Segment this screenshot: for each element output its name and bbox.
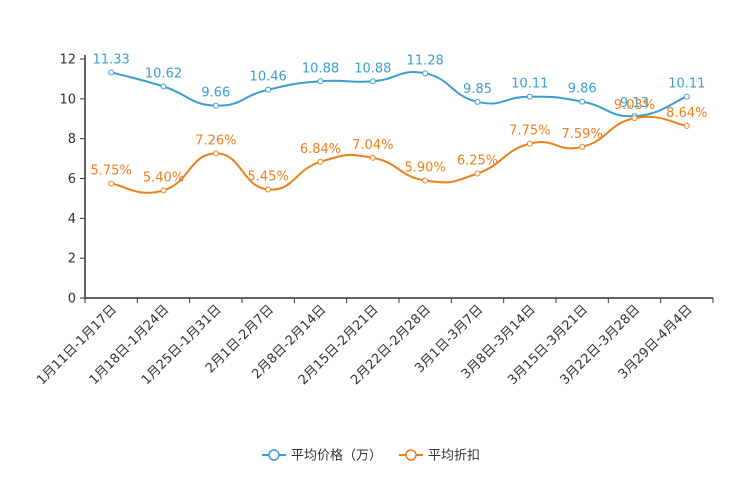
y-tick-label: 8 [68, 132, 76, 147]
legend-marker [405, 449, 417, 461]
data-point[interactable] [317, 158, 324, 165]
data-label: 10.11 [668, 77, 705, 92]
y-tick-label: 4 [68, 212, 76, 227]
data-point[interactable] [108, 69, 115, 76]
data-point[interactable] [369, 78, 376, 85]
data-label: 6.25% [457, 154, 498, 169]
data-point[interactable] [212, 102, 219, 109]
legend-item-2[interactable]: 平均折扣 [399, 449, 480, 464]
data-label: 7.75% [509, 124, 550, 139]
legend-label: 平均折扣 [428, 449, 480, 464]
data-label: 9.86 [568, 82, 597, 97]
y-tick-label: 0 [68, 292, 76, 307]
x-axis: 1月11日-1月17日1月18日-1月24日1月25日-1月31日2月1日-2月… [34, 297, 714, 388]
y-axis: 0 2 4 6 8 10 12 [59, 53, 86, 307]
data-point[interactable] [108, 180, 115, 187]
data-point[interactable] [317, 78, 324, 85]
data-point[interactable] [579, 98, 586, 105]
series-2: 5.75% 5.40% 7.26% 5.45% 6.84% 7.04% 5.90% 6.25%… [91, 98, 707, 194]
data-point[interactable] [474, 98, 481, 105]
legend-label: 平均价格（万） [291, 448, 382, 464]
y-tick-label: 2 [68, 252, 76, 267]
data-label: 5.40% [143, 170, 184, 185]
legend-item-1[interactable]: 平均价格（万） [262, 448, 382, 464]
y-tick-label: 12 [59, 53, 76, 68]
data-label: 10.11 [511, 77, 548, 92]
data-label: 11.33 [93, 52, 130, 67]
data-label: 7.59% [562, 127, 603, 142]
legend-marker [268, 449, 280, 461]
data-label: 7.04% [352, 138, 393, 153]
data-label: 10.88 [302, 61, 339, 76]
data-point[interactable] [579, 143, 586, 150]
data-label: 11.28 [407, 53, 444, 68]
data-label: 9.13 [620, 96, 649, 111]
data-point[interactable] [369, 154, 376, 161]
data-label: 9.85 [463, 82, 492, 97]
series-layer: 11.33 10.62 9.66 10.46 10.88 10.88 11.28 9.85 10… [91, 52, 707, 194]
data-point[interactable] [265, 186, 272, 193]
data-label: 5.75% [91, 163, 132, 178]
y-tick-label: 10 [59, 92, 76, 107]
series-1: 11.33 10.62 9.66 10.46 10.88 10.88 11.28 9.85 10… [93, 52, 705, 120]
data-point[interactable] [212, 150, 219, 157]
data-point[interactable] [683, 122, 690, 129]
data-label: 10.88 [354, 61, 391, 76]
data-label: 5.90% [405, 160, 446, 175]
data-label: 5.45% [248, 169, 289, 184]
data-point[interactable] [474, 170, 481, 177]
data-point[interactable] [160, 187, 167, 194]
series-line [110, 71, 688, 118]
data-point[interactable] [526, 140, 533, 147]
data-label: 9.66 [201, 86, 230, 101]
data-point[interactable] [422, 70, 429, 77]
data-label: 6.84% [300, 142, 341, 157]
data-label: 9.03% [614, 98, 655, 113]
data-point[interactable] [265, 86, 272, 93]
data-label: 10.62 [145, 66, 182, 81]
data-label: 10.46 [250, 70, 287, 85]
data-label: 7.26% [195, 133, 236, 148]
legend[interactable]: 平均价格（万） 平均折扣 [262, 448, 480, 464]
data-point[interactable] [160, 83, 167, 90]
data-point[interactable] [683, 93, 690, 100]
data-point[interactable] [631, 115, 638, 122]
data-point[interactable] [422, 177, 429, 184]
data-point[interactable] [526, 93, 533, 100]
data-label: 8.64% [666, 106, 707, 121]
y-tick-label: 6 [68, 172, 76, 187]
